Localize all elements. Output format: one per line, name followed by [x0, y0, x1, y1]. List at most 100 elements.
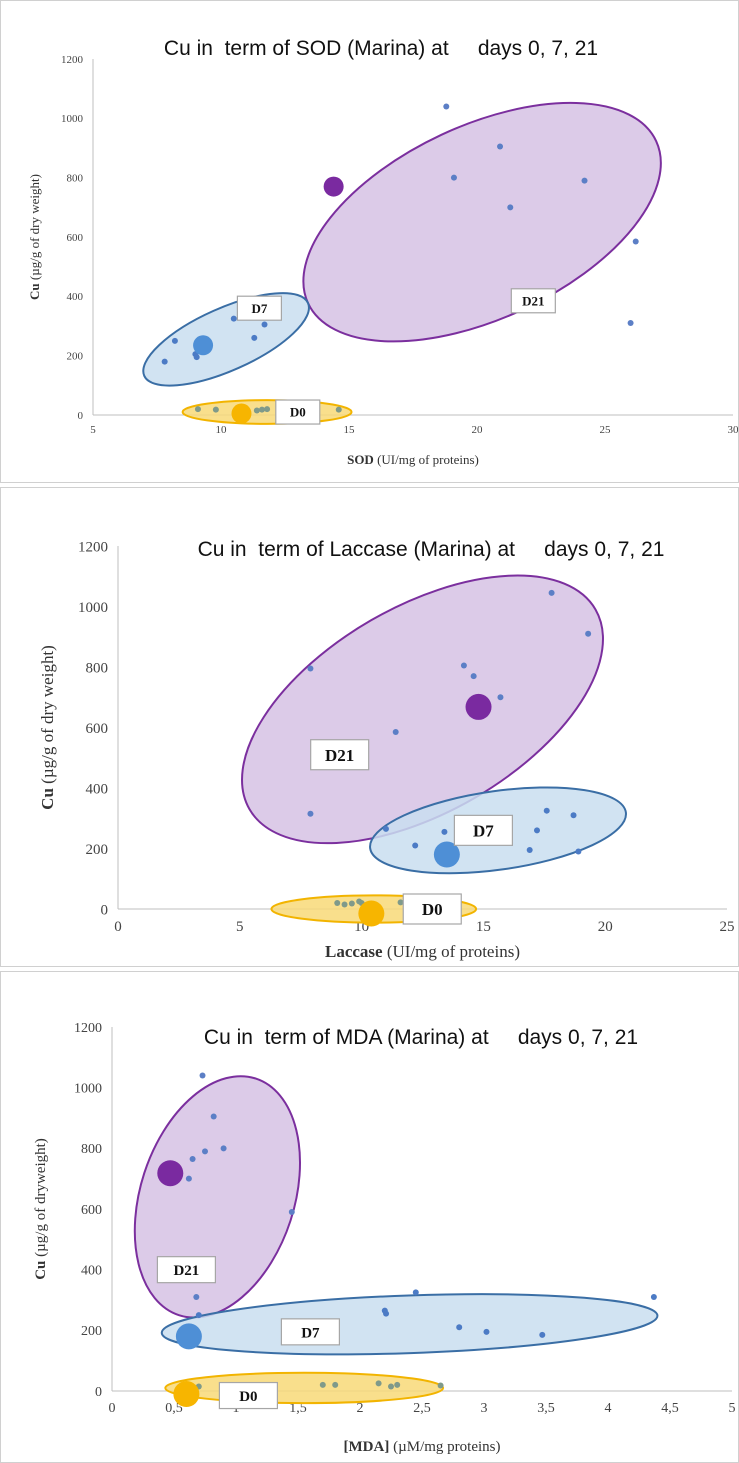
x-tick-label: 2,5 — [413, 1401, 431, 1416]
group-ellipse-d21 — [133, 1075, 302, 1319]
data-point-d0 — [334, 899, 341, 906]
group-ellipse-d7 — [142, 292, 310, 387]
data-point-d7 — [412, 1289, 419, 1296]
data-point-d7 — [383, 1310, 390, 1317]
y-tick-label: 1000 — [78, 600, 108, 616]
data-point-d21 — [507, 204, 514, 211]
y-axis-label: Cu (µg/g of dry weight) — [27, 174, 42, 300]
data-point-d21 — [210, 1113, 217, 1120]
group-label-d0: D0 — [239, 1389, 257, 1405]
group-label-box-d7 — [236, 295, 282, 321]
data-point-d21 — [497, 694, 504, 701]
data-point-d21 — [581, 177, 588, 184]
x-tick-label: 15 — [476, 919, 491, 935]
group-mean-d0 — [358, 900, 385, 927]
data-point-d21 — [189, 1155, 196, 1162]
group-mean-d7 — [433, 841, 460, 868]
data-point-d7 — [412, 842, 419, 849]
x-axis-label: Laccase (UI/mg of proteins) — [325, 942, 520, 961]
y-tick-label: 400 — [67, 291, 84, 303]
group-label-box-d7 — [453, 814, 513, 846]
x-tick-label: 0 — [114, 919, 122, 935]
data-point-d21 — [632, 238, 639, 245]
data-point-d21 — [443, 103, 450, 110]
data-point-d0 — [348, 900, 355, 907]
scatter-chart: Cu in term of SOD (Marina) at days 0, 7,… — [27, 37, 739, 467]
data-point-d21 — [460, 662, 467, 669]
x-tick-label: 30 — [728, 424, 739, 436]
data-point-d0 — [394, 1381, 401, 1388]
y-axis-label: Cu (µg/g of dry weight) — [38, 645, 57, 810]
y-tick-label: 0 — [95, 1385, 102, 1400]
data-point-d0 — [258, 406, 265, 413]
data-point-d21 — [185, 1175, 192, 1182]
y-tick-label: 1000 — [74, 1082, 102, 1097]
y-tick-label: 800 — [67, 173, 84, 185]
y-tick-label: 400 — [81, 1264, 102, 1279]
data-point-d0 — [194, 406, 201, 413]
group-mean-d0 — [173, 1381, 200, 1408]
x-tick-label: 25 — [720, 919, 735, 935]
x-tick-label: 3,5 — [537, 1401, 555, 1416]
data-point-d7 — [533, 827, 540, 834]
chart-panel-sod: Cu in term of SOD (Marina) at days 0, 7,… — [0, 0, 739, 483]
y-tick-label: 600 — [81, 1203, 102, 1218]
group-label-box-d0 — [402, 893, 462, 925]
x-tick-label: 3 — [481, 1401, 488, 1416]
y-tick-label: 0 — [78, 410, 84, 422]
data-point-d7 — [441, 828, 448, 835]
group-label-box-d21 — [510, 288, 556, 314]
data-point-d0 — [212, 406, 219, 413]
data-point-d21 — [307, 665, 314, 672]
data-point-d7 — [251, 334, 258, 341]
chart-title: Cu in term of MDA (Marina) at days 0, 7,… — [204, 1026, 638, 1049]
group-mean-d21 — [323, 176, 344, 197]
data-point-d7 — [526, 847, 533, 854]
group-label-box-d21 — [310, 739, 370, 771]
y-tick-label: 1200 — [74, 1021, 102, 1036]
chart-title: Cu in term of SOD (Marina) at days 0, 7,… — [164, 37, 598, 60]
data-point-d21 — [307, 810, 314, 817]
data-point-d7 — [193, 354, 200, 361]
x-tick-label: 10 — [216, 424, 228, 436]
data-point-d7 — [456, 1324, 463, 1331]
x-axis-label: SOD (UI/mg of proteins) — [347, 452, 479, 467]
data-point-d0 — [341, 901, 348, 908]
y-axis-label: Cu (µg/g of dryweight) — [33, 1138, 49, 1280]
x-tick-label: 25 — [600, 424, 612, 436]
group-label-box-d7 — [280, 1318, 340, 1346]
group-label-box-d21 — [156, 1256, 216, 1284]
data-point-d0 — [397, 899, 404, 906]
data-point-d21 — [585, 630, 592, 637]
x-tick-label: 4 — [605, 1401, 612, 1416]
group-ellipse-d21 — [302, 101, 662, 343]
x-tick-label: 1,5 — [289, 1401, 307, 1416]
x-axis-label: [MDA] (µM/mg proteins) — [344, 1439, 501, 1455]
data-point-d7 — [575, 848, 582, 855]
chart-title: Cu in term of Laccase (Marina) at days 0… — [198, 538, 665, 561]
x-tick-label: 5 — [236, 919, 244, 935]
data-point-d7 — [543, 807, 550, 814]
data-point-d0 — [388, 1383, 394, 1390]
group-mean-d21 — [157, 1160, 184, 1187]
data-point-d21 — [392, 729, 399, 736]
chart-panel-mda: Cu in term of MDA (Marina) at days 0, 7,… — [0, 971, 739, 1463]
group-mean-d21 — [465, 693, 492, 720]
y-tick-label: 200 — [86, 842, 109, 858]
group-label-d7: D7 — [473, 821, 494, 840]
group-label-box-d0 — [218, 1381, 278, 1410]
data-point-d7 — [195, 1312, 202, 1319]
x-tick-label: 4,5 — [661, 1401, 679, 1416]
group-label-d21: D21 — [173, 1263, 199, 1279]
data-point-d21 — [199, 1072, 206, 1079]
x-tick-label: 2 — [357, 1401, 364, 1416]
data-point-d0 — [335, 406, 342, 413]
group-mean-d7 — [193, 335, 214, 356]
data-point-d7 — [483, 1328, 490, 1335]
group-label-d7: D7 — [301, 1325, 320, 1341]
scatter-chart: Cu in term of Laccase (Marina) at days 0… — [38, 538, 735, 961]
x-tick-label: 15 — [344, 424, 356, 436]
x-tick-label: 20 — [598, 919, 613, 935]
data-point-d7 — [161, 358, 168, 365]
y-tick-label: 200 — [67, 351, 84, 363]
